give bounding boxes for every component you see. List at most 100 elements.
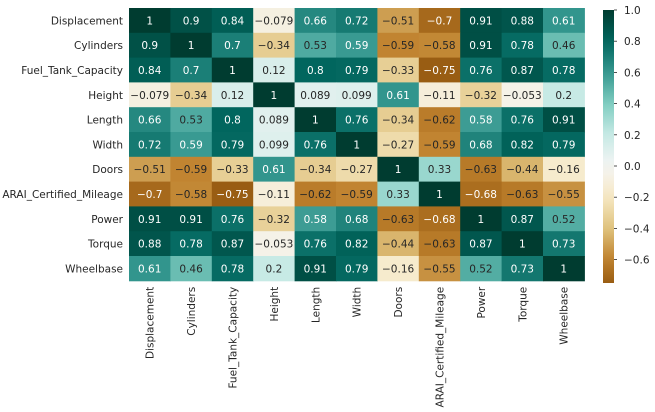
cell-value-label: 0.9 xyxy=(183,15,200,27)
heatmap-cell xyxy=(501,256,544,282)
heatmap-cell xyxy=(129,107,171,133)
colorbar: 1.0 0.8 0.6 0.4 0.2 0.0 −0.2 −0.4 −0.6 xyxy=(603,5,650,283)
cell-value-label: −0.75 xyxy=(423,65,455,77)
heatmap-cell xyxy=(253,156,296,183)
heatmap-cell xyxy=(460,156,503,183)
heatmap-cell xyxy=(129,256,171,282)
cell-value-label: 0.91 xyxy=(304,263,327,275)
y-tick-label: Power xyxy=(91,214,123,226)
cell-value-label: −0.59 xyxy=(423,139,455,151)
heatmap-cell xyxy=(336,156,378,183)
cell-value-label: −0.55 xyxy=(423,263,455,275)
heatmap-cell xyxy=(211,32,254,59)
heatmap-cell xyxy=(170,82,213,108)
cell-value-label: −0.11 xyxy=(258,189,290,201)
colorbar-tick-label: 1.0 xyxy=(624,5,641,17)
y-tick-label: Wheelbase xyxy=(65,263,123,275)
heatmap-cell xyxy=(501,107,544,133)
heatmap-cell xyxy=(501,57,544,83)
heatmap-cell xyxy=(418,82,461,108)
heatmap-cell xyxy=(294,107,337,133)
cell-value-label: 0.33 xyxy=(386,189,409,201)
heatmap-cell xyxy=(129,82,171,108)
heatmap-cell xyxy=(129,57,171,83)
x-tick-label: Length xyxy=(310,287,322,323)
heatmap-cell xyxy=(170,57,213,83)
x-tick-label: Displacement xyxy=(145,287,157,359)
x-tick-label: Power xyxy=(476,286,488,318)
heatmap-cell xyxy=(170,32,213,59)
cell-value-label: 0.91 xyxy=(179,214,202,226)
heatmap-cell xyxy=(418,57,461,83)
heatmap-cell xyxy=(377,82,420,108)
cell-value-label: −0.7 xyxy=(137,189,163,201)
cell-value-label: −0.27 xyxy=(341,164,373,176)
y-tick-label: Doors xyxy=(92,164,123,176)
cell-value-label: 0.52 xyxy=(469,263,492,275)
cell-value-label: 0.82 xyxy=(345,239,368,251)
heatmap-cell xyxy=(336,82,378,108)
y-tick-labels: Displacement Cylinders Fuel_Tank_Capacity H… xyxy=(2,15,123,275)
cell-value-label: −0.11 xyxy=(423,90,455,102)
cell-value-label: 0.12 xyxy=(262,65,285,77)
heatmap-cell xyxy=(129,181,171,207)
cell-value-label: 1 xyxy=(229,65,236,77)
heatmap-cell xyxy=(253,181,296,207)
cell-value-label: 0.72 xyxy=(345,15,368,27)
cell-value-label: −0.63 xyxy=(423,239,455,251)
cell-value-label: 0.87 xyxy=(221,239,244,251)
x-tick-label: ARAI_Certified_Mileage xyxy=(435,287,447,408)
heatmap-cell xyxy=(294,256,337,282)
cell-value-label: 0.61 xyxy=(552,15,575,27)
heatmap-cell xyxy=(211,82,254,108)
heatmap-cell xyxy=(170,156,213,183)
heatmap-cell xyxy=(543,231,585,257)
heatmap-cell xyxy=(543,132,585,158)
colorbar-tick-label: 0.4 xyxy=(624,99,641,111)
heatmap-cell xyxy=(377,256,420,282)
heatmap-cell xyxy=(211,206,254,232)
heatmap-cell xyxy=(129,231,171,257)
heatmap-cell xyxy=(377,206,420,232)
y-tick-label: Fuel_Tank_Capacity xyxy=(21,65,123,77)
heatmap-cell xyxy=(336,181,378,207)
cell-value-label: 0.68 xyxy=(345,214,368,226)
heatmap-cell xyxy=(253,231,296,257)
heatmap-cell xyxy=(543,32,585,59)
cell-value-label: −0.34 xyxy=(382,115,414,127)
y-tick-label: Cylinders xyxy=(74,40,123,52)
heatmap-cell xyxy=(129,132,171,158)
x-tick-label: Width xyxy=(352,287,364,318)
heatmap-cell xyxy=(294,132,337,158)
heatmap-cell xyxy=(211,8,254,34)
cell-value-label: −0.62 xyxy=(423,115,455,127)
heatmap-cell xyxy=(294,181,337,207)
heatmap-cell xyxy=(501,82,544,108)
cell-value-label: 1 xyxy=(395,164,402,176)
heatmap-cell xyxy=(129,8,171,34)
heatmap-cell xyxy=(501,32,544,59)
cell-value-label: 0.66 xyxy=(138,115,162,127)
cell-value-label: 0.58 xyxy=(304,214,327,226)
heatmap-cell xyxy=(543,8,585,34)
cell-value-label: 1 xyxy=(146,15,153,27)
cell-value-label: 0.7 xyxy=(183,65,200,77)
cell-value-label: −0.63 xyxy=(382,214,414,226)
cell-value-label: 0.12 xyxy=(221,90,244,102)
y-tick-label: Height xyxy=(88,90,123,102)
cell-value-label: 1 xyxy=(519,239,526,251)
cell-value-label: 1 xyxy=(353,139,360,151)
heatmap-cell xyxy=(211,107,254,133)
heatmap-cell xyxy=(460,8,503,34)
cell-value-label: 0.91 xyxy=(469,15,492,27)
cell-value-label: 0.59 xyxy=(345,40,368,52)
heatmap-cell xyxy=(543,181,585,207)
cell-value-label: −0.16 xyxy=(382,263,414,275)
heatmap-cell xyxy=(377,231,420,257)
heatmap-cell xyxy=(418,32,461,59)
y-tick-label: Width xyxy=(92,139,123,151)
cell-value-label: 0.2 xyxy=(555,90,572,102)
heatmap-cell xyxy=(336,256,378,282)
cell-value-label: −0.68 xyxy=(465,189,497,201)
